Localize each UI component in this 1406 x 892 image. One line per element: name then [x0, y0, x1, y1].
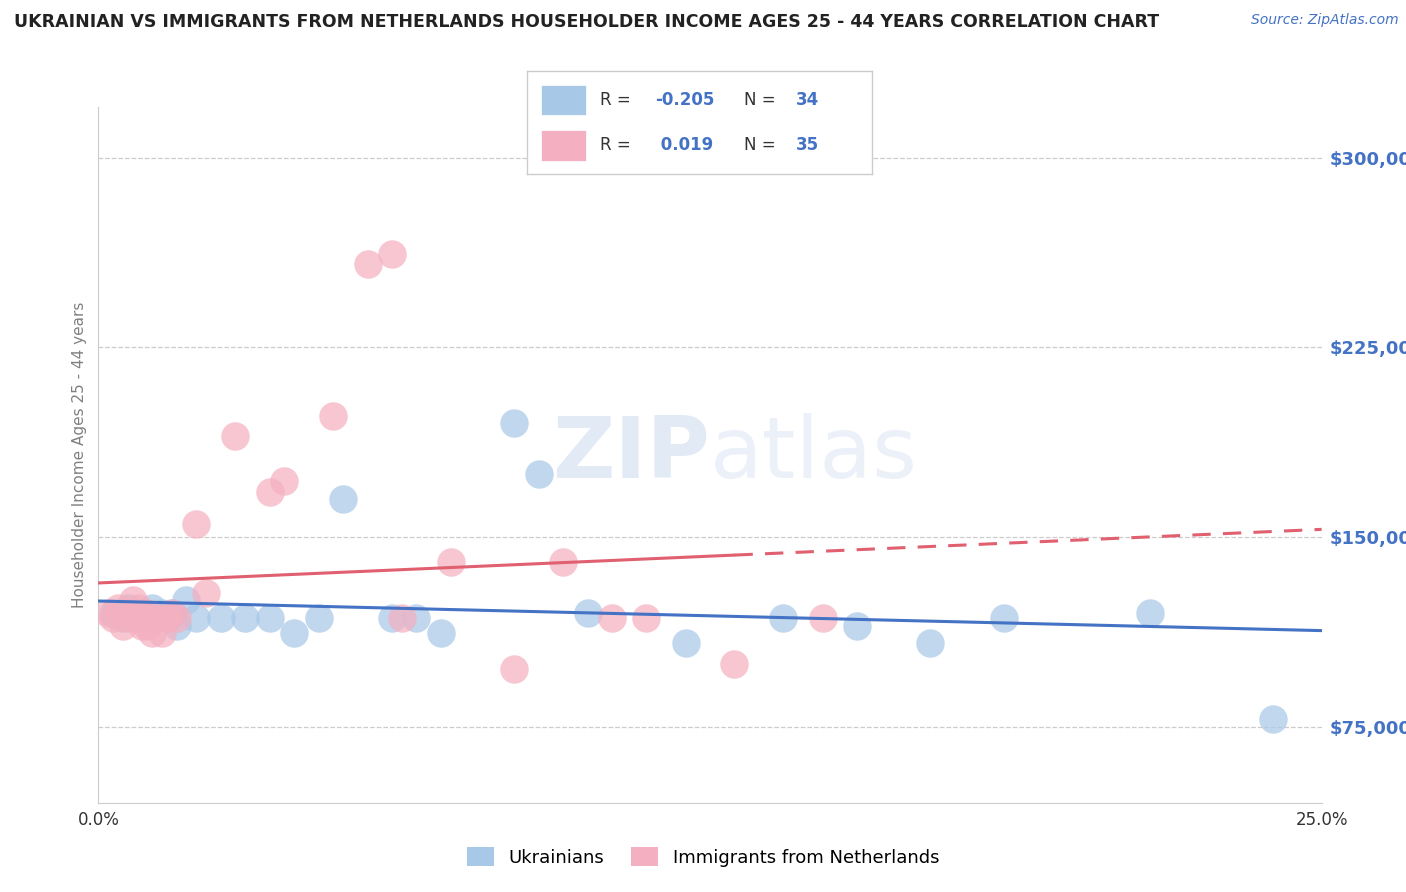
Point: [1139, 606, 1161, 620]
Point: [136, 611, 159, 625]
Point: [156, 611, 179, 625]
Point: [503, 417, 526, 431]
Point: [233, 611, 256, 625]
Text: -0.205: -0.205: [655, 91, 714, 109]
Point: [811, 611, 834, 625]
FancyBboxPatch shape: [541, 85, 586, 115]
Point: [166, 611, 188, 625]
Point: [381, 247, 404, 261]
Point: [121, 606, 143, 620]
Point: [127, 611, 149, 625]
Point: [772, 611, 794, 625]
Point: [576, 606, 599, 620]
Point: [186, 517, 208, 532]
Point: [127, 611, 149, 625]
Text: atlas: atlas: [710, 413, 918, 497]
Point: [527, 467, 550, 481]
Point: [283, 626, 305, 640]
Point: [117, 601, 139, 615]
Point: [405, 611, 427, 625]
Point: [259, 484, 281, 499]
Point: [209, 611, 232, 625]
Text: N =: N =: [744, 136, 782, 154]
Point: [224, 429, 246, 443]
Point: [160, 606, 183, 620]
Point: [920, 636, 942, 650]
Point: [332, 492, 354, 507]
Point: [136, 606, 159, 620]
Point: [273, 475, 295, 489]
Point: [391, 611, 413, 625]
Point: [111, 618, 134, 632]
Point: [101, 606, 124, 620]
Point: [101, 611, 124, 625]
Point: [97, 606, 120, 620]
Point: [636, 611, 658, 625]
Point: [141, 626, 163, 640]
Point: [121, 606, 143, 620]
Legend: Ukrainians, Immigrants from Netherlands: Ukrainians, Immigrants from Netherlands: [460, 840, 946, 874]
Point: [186, 611, 208, 625]
Point: [600, 611, 623, 625]
Point: [259, 611, 281, 625]
FancyBboxPatch shape: [541, 130, 586, 161]
Point: [131, 611, 153, 625]
Point: [146, 611, 169, 625]
Point: [160, 606, 183, 620]
Text: ZIP: ZIP: [553, 413, 710, 497]
Point: [141, 601, 163, 615]
Point: [136, 618, 159, 632]
Point: [166, 618, 188, 632]
Text: N =: N =: [744, 91, 782, 109]
Point: [150, 626, 173, 640]
Point: [146, 611, 169, 625]
Text: Source: ZipAtlas.com: Source: ZipAtlas.com: [1251, 13, 1399, 28]
Point: [675, 636, 697, 650]
Point: [322, 409, 344, 423]
Point: [195, 586, 218, 600]
Point: [107, 601, 129, 615]
Point: [131, 618, 153, 632]
Text: R =: R =: [599, 136, 636, 154]
Point: [553, 556, 575, 570]
Text: 34: 34: [796, 91, 820, 109]
Point: [127, 601, 149, 615]
Point: [111, 611, 134, 625]
Text: R =: R =: [599, 91, 636, 109]
Point: [117, 611, 139, 625]
Point: [131, 606, 153, 620]
Point: [150, 606, 173, 620]
Point: [503, 662, 526, 676]
Text: 0.019: 0.019: [655, 136, 713, 154]
Point: [156, 611, 179, 625]
Point: [176, 593, 198, 607]
Text: UKRAINIAN VS IMMIGRANTS FROM NETHERLANDS HOUSEHOLDER INCOME AGES 25 - 44 YEARS C: UKRAINIAN VS IMMIGRANTS FROM NETHERLANDS…: [14, 13, 1159, 31]
Point: [440, 556, 463, 570]
Point: [993, 611, 1015, 625]
Point: [308, 611, 330, 625]
Point: [430, 626, 453, 640]
Point: [723, 657, 745, 671]
Point: [1261, 712, 1284, 726]
Text: 35: 35: [796, 136, 820, 154]
Point: [356, 257, 378, 271]
Point: [121, 593, 143, 607]
Y-axis label: Householder Income Ages 25 - 44 years: Householder Income Ages 25 - 44 years: [72, 301, 87, 608]
Point: [381, 611, 404, 625]
Point: [845, 618, 868, 632]
